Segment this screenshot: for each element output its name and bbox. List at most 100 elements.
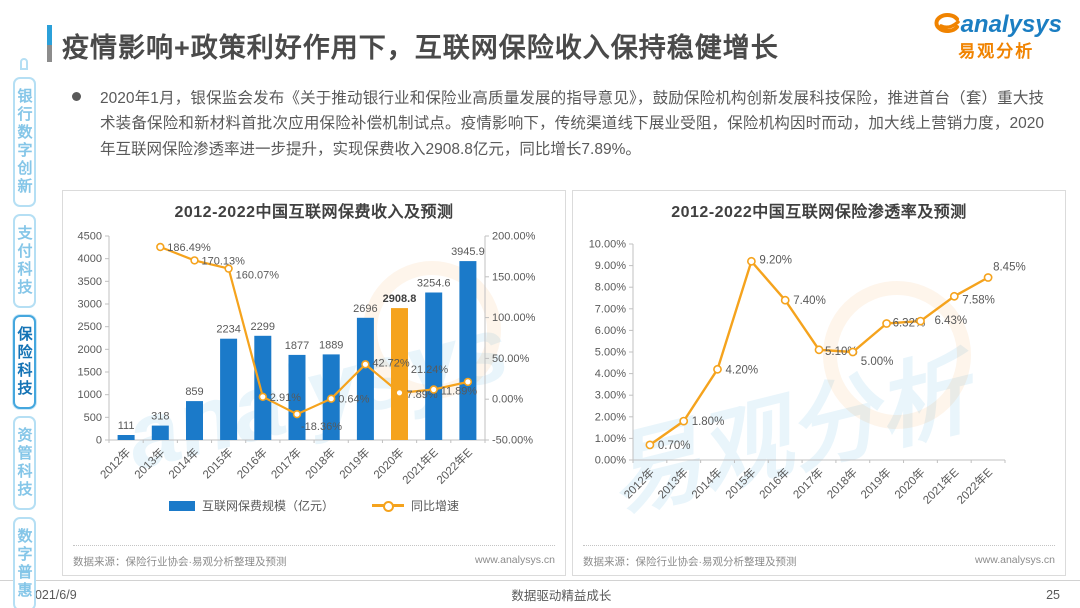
svg-text:6.43%: 6.43%: [935, 315, 968, 327]
sidebar-item-tab[interactable]: 银行数字创新: [12, 77, 36, 207]
footer-date: 2021/6/9: [28, 587, 77, 602]
line-legend-label: 同比增速: [411, 499, 460, 513]
svg-text:42.72%: 42.72%: [372, 357, 410, 369]
svg-text:2013年: 2013年: [655, 465, 691, 501]
svg-text:2021年E: 2021年E: [920, 465, 962, 507]
svg-text:2016年: 2016年: [756, 465, 792, 501]
line-marker: [190, 256, 199, 265]
svg-text:50.00%: 50.00%: [492, 353, 530, 365]
line-marker: [156, 242, 165, 252]
svg-text:859: 859: [185, 386, 203, 398]
svg-text:2021年E: 2021年E: [399, 445, 441, 487]
svg-text:2500: 2500: [78, 321, 102, 333]
svg-text:4.00%: 4.00%: [595, 368, 626, 380]
bar-legend-swatch-icon: [168, 500, 195, 511]
title-accent-bar: [47, 25, 52, 62]
svg-text:2908.8: 2908.8: [383, 293, 417, 305]
bar: [356, 317, 374, 440]
svg-text:3500: 3500: [78, 276, 102, 288]
bar: [220, 338, 238, 440]
bar: [151, 425, 169, 440]
bar: [391, 308, 408, 440]
revenue-chart-source-row: 数据来源：保险行业协会·易观分析整理及预测 www.analysys.cn: [73, 545, 555, 569]
sidebar-item-tab[interactable]: 支付科技: [12, 214, 36, 308]
svg-text:3000: 3000: [78, 299, 102, 311]
svg-text:2015年: 2015年: [200, 445, 236, 481]
penetration-chart-title: 2012-2022中国互联网保险渗透率及预测: [671, 204, 967, 221]
svg-text:0.64%: 0.64%: [338, 394, 369, 406]
svg-text:186.49%: 186.49%: [167, 242, 211, 254]
growth-line: [159, 245, 469, 416]
sidebar-item-tab[interactable]: 资管科技: [12, 416, 36, 510]
svg-text:2299: 2299: [251, 321, 275, 333]
line-marker: [463, 377, 473, 387]
bar: [117, 435, 135, 440]
bar: [425, 292, 443, 440]
revenue-chart-legend: 互联网保费规模（亿元） 同比增速: [63, 497, 565, 514]
bar: [459, 261, 477, 440]
page-title: 疫情影响+政策利好作用下，互联网保险收入保持稳健增长: [62, 33, 779, 63]
svg-text:2019年: 2019年: [336, 445, 372, 481]
svg-text:21.24%: 21.24%: [411, 364, 449, 376]
svg-text:2017年: 2017年: [268, 445, 304, 481]
svg-text:7.58%: 7.58%: [962, 294, 995, 306]
svg-text:2016年: 2016年: [234, 445, 270, 481]
svg-text:2012年: 2012年: [97, 445, 133, 481]
line-marker: [814, 345, 824, 355]
line-marker: [916, 316, 925, 326]
slide-footer: 2021/6/9 数据驱动精益成长 25: [0, 580, 1080, 608]
line-marker: [949, 291, 959, 301]
svg-text:170.13%: 170.13%: [202, 255, 246, 267]
line-marker: [395, 388, 404, 398]
sidebar-item-tab[interactable]: 数字普惠: [12, 517, 36, 608]
line-marker: [882, 319, 891, 328]
svg-text:1877: 1877: [285, 340, 309, 352]
svg-text:0.00%: 0.00%: [492, 394, 523, 406]
line-marker: [848, 347, 858, 357]
website-link[interactable]: www.analysys.cn: [475, 554, 555, 566]
line-marker: [645, 440, 655, 450]
footer-slogan: 数据驱动精益成长: [511, 589, 612, 603]
analysys-swirl-icon: [931, 10, 961, 40]
svg-text:4500: 4500: [78, 231, 102, 243]
svg-text:1889: 1889: [319, 339, 343, 351]
svg-text:200.00%: 200.00%: [492, 231, 536, 243]
line-marker: [361, 360, 370, 369]
svg-text:7.00%: 7.00%: [595, 303, 626, 315]
svg-text:6.00%: 6.00%: [595, 325, 626, 337]
svg-text:2018年: 2018年: [824, 465, 860, 501]
svg-text:7.89%: 7.89%: [407, 389, 438, 401]
sidebar-item-active[interactable]: 保险科技: [12, 315, 36, 409]
svg-text:2014年: 2014年: [165, 445, 201, 481]
svg-text:2.91%: 2.91%: [270, 392, 301, 404]
line-marker: [679, 416, 689, 426]
svg-text:2000: 2000: [78, 344, 102, 356]
line-marker: [258, 392, 268, 402]
svg-text:3.00%: 3.00%: [595, 390, 626, 402]
svg-text:2022年E: 2022年E: [954, 465, 996, 507]
penetration-chart: 10.00% 9.00% 8.00% 7.00% 6.00% 5.00% 4.00% 3.00…: [573, 222, 1065, 527]
bullet-icon: [72, 92, 81, 101]
svg-text:2015年: 2015年: [722, 465, 758, 501]
data-source: 数据来源：保险行业协会·易观分析整理及预测: [73, 556, 287, 568]
svg-text:3945.9: 3945.9: [451, 246, 485, 258]
svg-text:0.70%: 0.70%: [658, 440, 691, 452]
data-source: 数据来源：保险行业协会·易观分析整理及预测: [583, 556, 797, 568]
svg-text:500: 500: [84, 412, 102, 424]
svg-text:10.00%: 10.00%: [589, 239, 627, 251]
svg-text:0: 0: [96, 435, 102, 447]
svg-text:1000: 1000: [78, 389, 102, 401]
website-link[interactable]: www.analysys.cn: [975, 554, 1055, 566]
line-marker: [327, 394, 336, 403]
svg-text:-50.00%: -50.00%: [492, 435, 533, 447]
revenue-chart-svg: 4500 4000 3500 3000 2500 2000 1500 1000 500 0 200.…: [78, 231, 536, 487]
svg-text:1.00%: 1.00%: [595, 433, 626, 445]
svg-text:2020年: 2020年: [370, 445, 406, 481]
key-finding: 2020年1月，银保监会发布《关于推动银行业和保险业高质量发展的指导意见》，鼓励…: [72, 86, 1044, 162]
sidebar-item-stub: [20, 58, 28, 70]
svg-text:5.00%: 5.00%: [595, 347, 626, 359]
svg-text:8.45%: 8.45%: [993, 262, 1026, 274]
line-marker: [224, 264, 233, 273]
penetration-chart-panel: 易观分析 2012-2022中国互联网保险渗透率及预测 10.00% 9.00% 8…: [572, 190, 1066, 576]
